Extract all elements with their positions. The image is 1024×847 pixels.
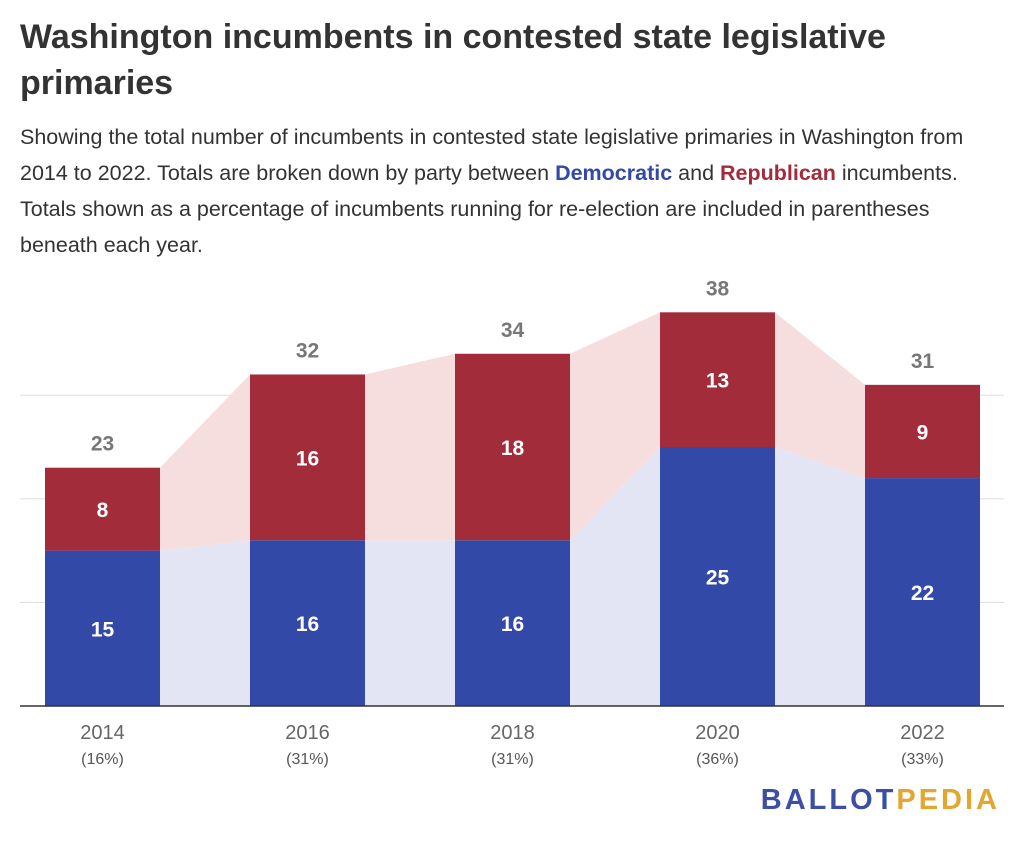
democratic-value-label: 22 bbox=[911, 582, 934, 605]
republican-bar bbox=[45, 467, 160, 551]
republican-value-label: 18 bbox=[501, 437, 525, 460]
x-tick-label: 2022 bbox=[900, 722, 945, 744]
democratic-value-label: 25 bbox=[706, 567, 730, 590]
total-value-label: 31 bbox=[911, 350, 935, 373]
democratic-bar bbox=[45, 550, 160, 706]
democratic-value-label: 16 bbox=[501, 613, 524, 636]
subtitle-text-1: Showing the total number of incumbents i… bbox=[20, 125, 964, 185]
republican-value-label: 9 bbox=[917, 421, 929, 444]
republican-value-label: 8 bbox=[97, 499, 109, 522]
democratic-bar bbox=[250, 540, 365, 706]
subtitle-text-3: incumbents. Totals shown as a percentage… bbox=[20, 161, 958, 257]
logo-pedia-text: PEDIA bbox=[896, 784, 1000, 816]
x-tick-sublabel: (16%) bbox=[81, 751, 124, 768]
republican-bar bbox=[660, 312, 775, 447]
x-tick-sublabel: (36%) bbox=[696, 751, 739, 768]
democratic-bar bbox=[455, 540, 570, 706]
subtitle-democratic-label: Democratic bbox=[555, 161, 673, 185]
republican-connector-area bbox=[570, 312, 660, 541]
stacked-bar-chart: 15 8 23 2014 (16%) 16 16 32 2016 (31%) 16 18 34 2018 (… bbox=[20, 277, 1004, 768]
democratic-value-label: 16 bbox=[296, 613, 319, 636]
x-tick-label: 2018 bbox=[490, 722, 535, 744]
democratic-connector-area bbox=[775, 447, 865, 706]
republican-value-label: 16 bbox=[296, 447, 319, 470]
total-value-label: 38 bbox=[706, 277, 730, 300]
total-value-label: 23 bbox=[91, 433, 114, 456]
x-tick-label: 2014 bbox=[80, 722, 125, 744]
republican-bar bbox=[455, 353, 570, 541]
republican-connector-area bbox=[160, 374, 250, 551]
republican-connector-area bbox=[365, 353, 455, 541]
ballotpedia-logo: BALLOTPEDIA bbox=[761, 784, 1000, 817]
democratic-bar bbox=[660, 447, 775, 706]
x-tick-sublabel: (33%) bbox=[901, 751, 944, 768]
x-tick-label: 2020 bbox=[695, 722, 740, 744]
republican-connector-area bbox=[775, 312, 865, 479]
republican-bar bbox=[865, 384, 980, 479]
chart-title: Washington incumbents in contested state… bbox=[20, 18, 886, 102]
total-value-label: 32 bbox=[296, 339, 319, 362]
x-tick-label: 2016 bbox=[285, 722, 330, 744]
democratic-connector-area bbox=[570, 447, 660, 706]
republican-value-label: 13 bbox=[706, 370, 729, 393]
x-tick-sublabel: (31%) bbox=[286, 751, 329, 768]
democratic-value-label: 15 bbox=[91, 618, 115, 641]
x-tick-sublabel: (31%) bbox=[491, 751, 534, 768]
democratic-bar bbox=[865, 478, 980, 706]
logo-ballot-text: BALLOT bbox=[760, 784, 897, 816]
subtitle-republican-label: Republican bbox=[720, 161, 836, 185]
chart-subtitle: Showing the total number of incumbents i… bbox=[20, 119, 1010, 263]
democratic-connector-area bbox=[160, 540, 250, 706]
subtitle-text-2: and bbox=[672, 161, 721, 185]
total-value-label: 34 bbox=[501, 319, 525, 342]
democratic-connector-area bbox=[365, 540, 455, 706]
republican-bar bbox=[250, 374, 365, 541]
